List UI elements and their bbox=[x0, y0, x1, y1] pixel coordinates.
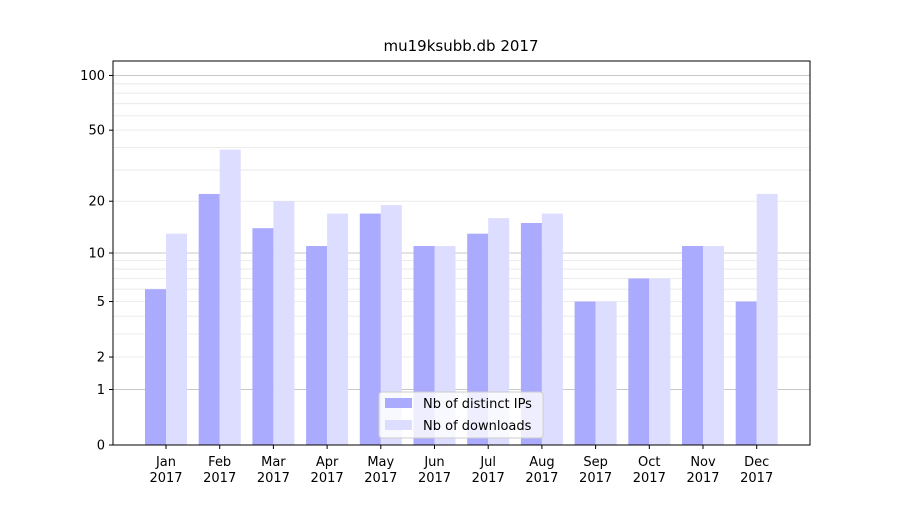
y-axis: 0 1 2 5 10 20 50 100 bbox=[80, 69, 113, 454]
x-tick-label: Jul 2017 bbox=[472, 455, 505, 486]
x-tick-label: Jun 2017 bbox=[418, 455, 451, 486]
bar-downloads bbox=[756, 193, 778, 445]
y-tick-label: 1 bbox=[97, 383, 105, 398]
bar-downloads bbox=[541, 213, 563, 445]
legend: Nb of distinct IPs Nb of downloads bbox=[378, 391, 544, 439]
bar-distinct-ips bbox=[252, 228, 274, 445]
bar-distinct-ips bbox=[682, 246, 703, 445]
x-tick-label: May 2017 bbox=[364, 455, 397, 486]
x-tick-label: Mar 2017 bbox=[257, 455, 290, 486]
bar-distinct-ips bbox=[198, 193, 220, 445]
x-tick-label: Aug 2017 bbox=[525, 455, 558, 486]
y-tick-label: 0 bbox=[97, 439, 105, 454]
bar-distinct-ips bbox=[574, 301, 596, 445]
bar-distinct-ips bbox=[520, 222, 542, 445]
legend-swatch-downloads bbox=[385, 420, 412, 430]
x-axis: Jan 2017 Feb 2017 Mar 2017 Apr 2017 May 2017 Jun 20… bbox=[149, 445, 773, 486]
bar-downloads bbox=[219, 149, 241, 445]
y-tick-label: 50 bbox=[88, 124, 105, 139]
x-tick-label: Feb 2017 bbox=[203, 455, 236, 486]
y-tick-label: 10 bbox=[88, 247, 105, 262]
bar-distinct-ips bbox=[145, 289, 166, 445]
bar-downloads bbox=[273, 201, 295, 445]
legend-label-downloads: Nb of downloads bbox=[423, 419, 532, 434]
y-tick-label: 5 bbox=[97, 295, 105, 310]
y-tick-label: 100 bbox=[80, 69, 105, 84]
x-tick-label: Oct 2017 bbox=[633, 455, 666, 486]
bar-downloads bbox=[380, 205, 402, 445]
x-tick-label: Sep 2017 bbox=[579, 455, 612, 486]
x-tick-label: Apr 2017 bbox=[311, 455, 344, 486]
y-tick-label: 20 bbox=[88, 195, 105, 210]
legend-label-ips: Nb of distinct IPs bbox=[423, 397, 532, 412]
bar-downloads bbox=[595, 301, 617, 445]
bar-distinct-ips bbox=[628, 278, 650, 445]
bar-distinct-ips bbox=[359, 213, 381, 445]
x-tick-label: Jan 2017 bbox=[149, 455, 182, 486]
y-tick-label: 2 bbox=[97, 351, 105, 366]
bar-downloads bbox=[488, 218, 510, 445]
bar-downloads bbox=[327, 213, 349, 445]
bars-layer bbox=[145, 149, 778, 445]
x-tick-label: Dec 2017 bbox=[740, 455, 773, 486]
bar-distinct-ips bbox=[735, 301, 757, 445]
x-tick-label: Nov 2017 bbox=[686, 455, 719, 486]
bar-distinct-ips bbox=[306, 246, 328, 445]
bar-downloads bbox=[166, 233, 187, 445]
legend-swatch-ips bbox=[385, 398, 412, 408]
chart-title: mu19ksubb.db 2017 bbox=[383, 37, 538, 55]
legend-frame bbox=[378, 391, 544, 439]
bar-downloads bbox=[649, 278, 671, 445]
bar-downloads bbox=[703, 246, 724, 445]
